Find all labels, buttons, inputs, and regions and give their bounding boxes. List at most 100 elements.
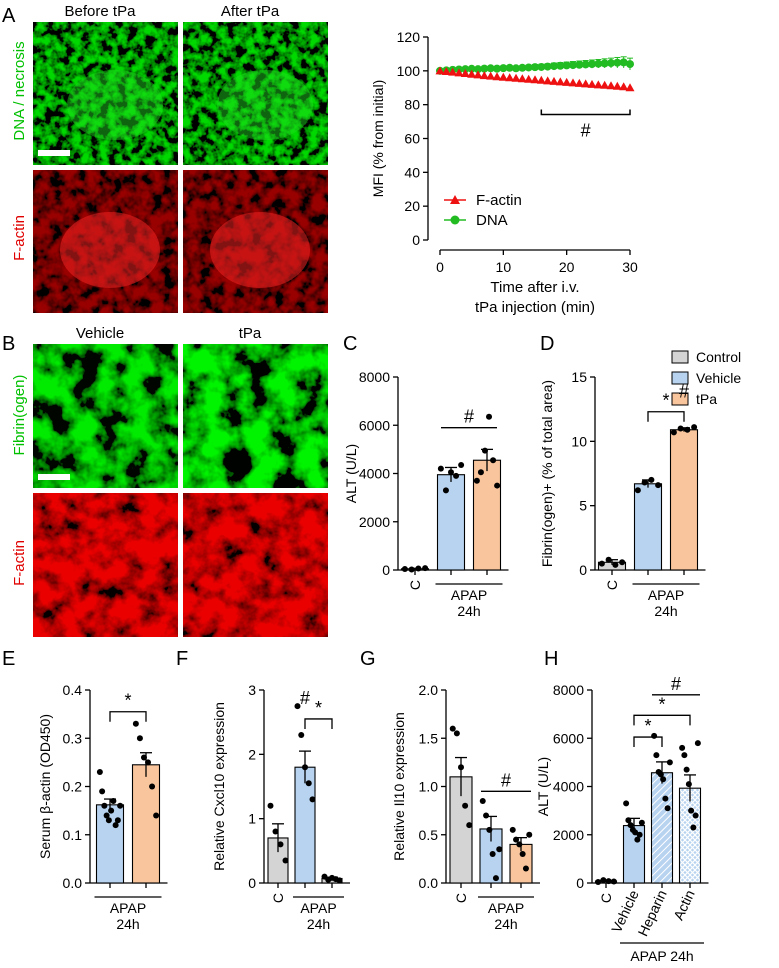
data-point [509,826,516,833]
data-point [632,829,639,836]
y-tick-label: 120 [397,29,421,45]
x-tick-label: 20 [559,259,575,275]
data-point [101,802,108,809]
data-point [466,822,473,829]
significance-mark: * [662,391,669,411]
bar-vehicle [633,483,663,571]
data-point [619,58,628,67]
y-tick-label: 6000 [359,417,390,433]
data-point [267,802,274,809]
data-point [664,805,671,812]
panel-letter-h: H [544,648,558,670]
y-tick-label: 40 [404,164,420,180]
data-point [530,75,540,84]
group-label: 24h [116,916,139,932]
y-tick-label: 0.4 [63,682,83,698]
data-point [651,732,658,739]
y-axis-label: Fibrin(ogen)+ (% of total area) [539,380,555,567]
chart-g: 0.0 0.5 1.0 1.5 2.0 Relative Il10 expression C… [391,682,540,932]
y-tick-label: 2 [248,746,256,762]
panel-letter-b: B [2,333,15,355]
y-tick-label: 60 [404,131,420,147]
scale-bar [38,150,70,156]
data-point [634,836,641,843]
y-axis-label: Relative Cxcl10 expression [211,702,227,871]
significance-mark: # [581,121,591,141]
data-point [282,857,289,864]
y-tick-label: 0 [382,562,390,578]
scale-bar [38,474,70,480]
y-axis-label: Relative Il10 expression [391,712,407,861]
data-point [298,732,305,739]
col-title-tpa: tPa [239,325,262,342]
data-point [581,79,591,88]
data-point [623,800,630,807]
bar-vehicle [436,474,466,571]
data-point [638,819,645,826]
group-label: APAP [488,900,524,916]
data-point [401,566,408,573]
data-point [453,730,460,737]
data-point [648,476,655,483]
bar-tpa [669,429,699,571]
significance-bracket [304,718,333,729]
micrograph-b-factin-vehicle [33,493,178,637]
x-tick-label: C [270,893,286,903]
data-point [556,61,565,70]
y-tick-label: 6000 [553,730,584,746]
data-point [588,60,596,69]
y-tick-label: 2000 [553,827,584,843]
data-point [550,62,558,71]
data-point [625,817,632,824]
data-point [435,66,445,75]
data-point [473,70,483,79]
data-point [408,566,415,573]
data-point [666,759,673,766]
data-point [555,77,565,86]
group-label: 24h [654,603,677,619]
data-point [479,71,489,80]
y-tick-label: 15 [571,369,587,385]
data-point [149,783,156,790]
data-point [458,764,464,771]
y-tick-label: 0 [576,875,584,891]
data-point [531,63,539,72]
significance-mark: # [501,770,511,790]
data-point [606,81,616,90]
micrograph-a-factin-after [183,170,328,313]
data-point [479,797,486,804]
y-tick-label: 100 [397,63,421,79]
data-point [492,72,502,81]
y-tick-label: 1.5 [419,730,439,746]
group-label: 24h [307,916,330,932]
group-label: APAP [648,587,684,603]
y-tick-label: 5 [579,498,587,514]
significance-bracket [109,711,147,722]
x-tick-label: 0 [436,259,444,275]
group-label: APAP [300,900,336,916]
y-tick-label: 4000 [553,779,584,795]
row-label-factin-a: F-actin [11,215,28,261]
y-tick-label: 2000 [359,514,390,530]
y-tick-label: 0.0 [419,875,439,891]
data-point [454,68,464,77]
data-point [600,80,610,89]
significance-mark: * [644,716,651,736]
chart-a-legend: F-actin DNA [444,192,522,229]
series-f-actin [435,66,635,92]
chart-d: 0 5 10 15 Fibrin(ogen)+ (% of total area) C AP… [539,369,706,619]
row-label-dna-necrosis: DNA / necrosis [11,41,28,140]
data-point [677,425,684,432]
data-point [574,78,584,87]
data-point [511,73,521,82]
legend-marker [450,215,460,225]
chart-a: 0 20 40 60 80 100 120 0 10 20 30 MFI (% from initia… [370,29,638,316]
group-label: APAP [451,587,487,603]
data-point [108,807,115,814]
data-point [449,725,456,732]
panel-letter-c: C [343,333,357,355]
data-point [442,487,449,494]
